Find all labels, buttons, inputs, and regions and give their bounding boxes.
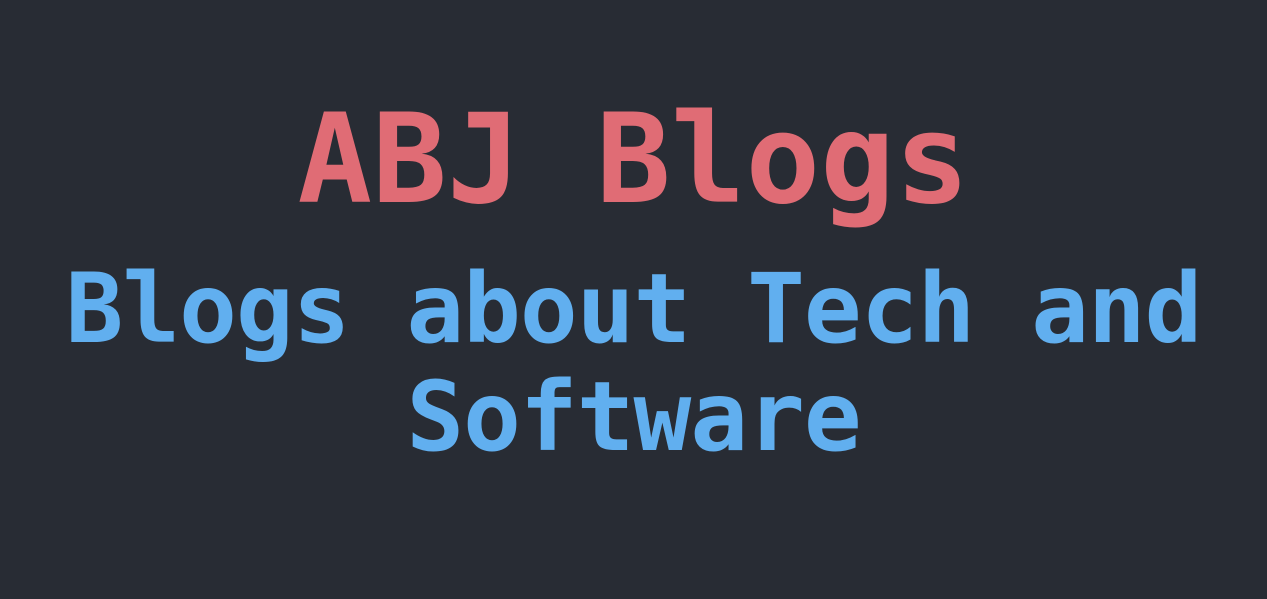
site-title: ABJ Blogs — [297, 88, 970, 232]
site-tagline: Blogs about Tech and Software — [0, 255, 1267, 471]
site-tagline-line-1: Blogs about Tech and — [65, 253, 1203, 365]
site-tagline-line-2: Software — [406, 361, 861, 473]
